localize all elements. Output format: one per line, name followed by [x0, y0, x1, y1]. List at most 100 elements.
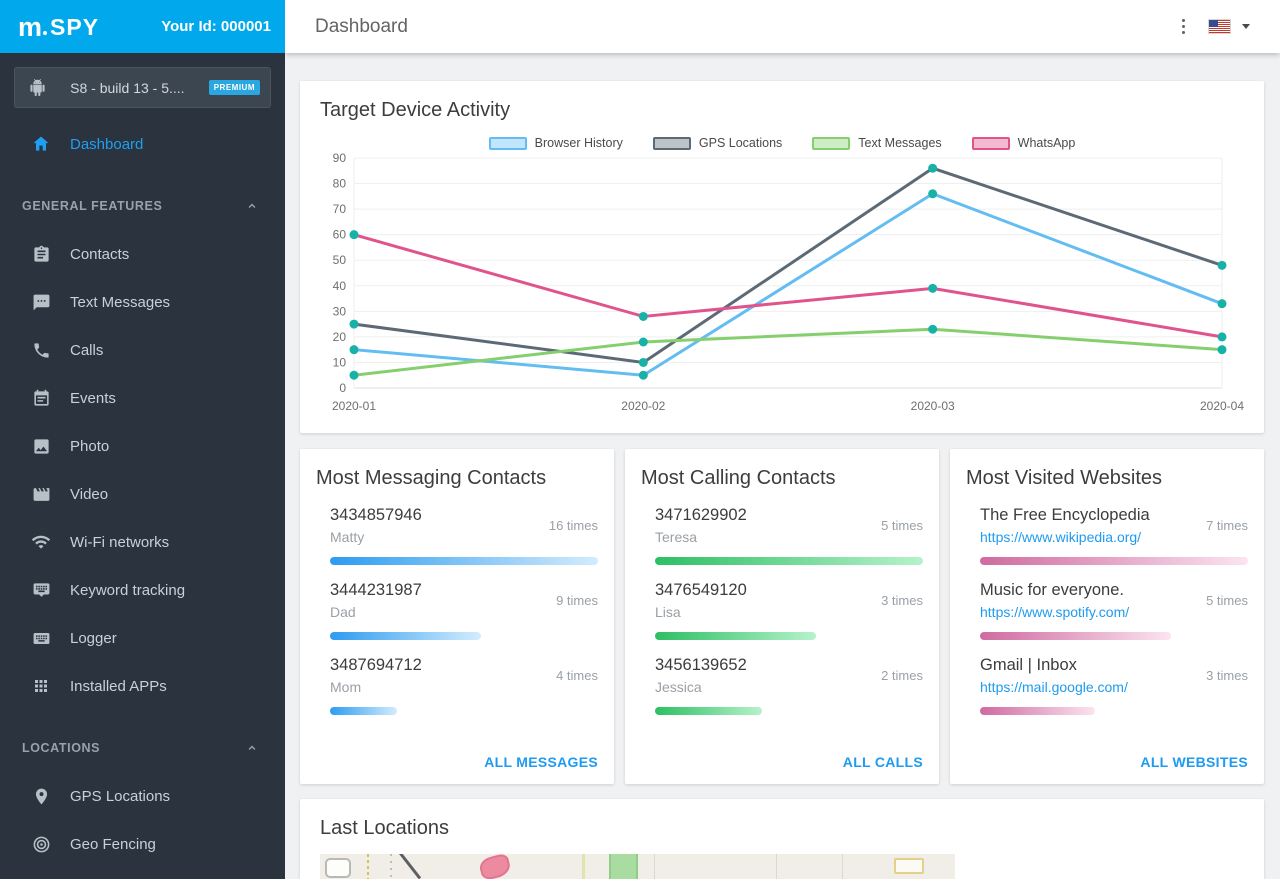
legend-label: Browser History	[534, 136, 623, 150]
device-selector[interactable]: S8 - build 13 - 5.... PREMIUM	[14, 67, 271, 108]
sidebar-item-contacts[interactable]: Contacts	[0, 230, 285, 278]
sidebar-item-dashboard[interactable]: Dashboard	[0, 120, 285, 168]
usage-bar	[980, 557, 1248, 565]
map-road-line	[776, 854, 777, 879]
map-road-line	[397, 854, 422, 879]
times-label: 5 times	[881, 518, 923, 533]
card-title: Most Calling Contacts	[641, 467, 836, 489]
last-locations-title: Last Locations	[320, 817, 449, 839]
card-title: Most Visited Websites	[966, 467, 1163, 489]
legend-swatch	[488, 136, 527, 150]
usage-bar	[980, 707, 1095, 715]
usage-bar	[330, 557, 598, 565]
contact-number: 3434857946	[330, 506, 422, 524]
contact-row: 3444231987 Dad 9 times	[330, 581, 598, 640]
times-label: 7 times	[1206, 518, 1248, 533]
movie-icon	[30, 485, 52, 504]
sidebar-item-gps-locations[interactable]: GPS Locations	[0, 772, 285, 820]
us-flag-icon	[1208, 19, 1231, 34]
keyboard-hide-icon	[30, 581, 52, 600]
chevron-up-icon	[248, 203, 256, 208]
legend-item[interactable]: GPS Locations	[652, 136, 783, 150]
wifi-icon	[30, 532, 52, 552]
usage-bar	[980, 632, 1172, 640]
sidebar-item-geo-fencing[interactable]: Geo Fencing	[0, 820, 285, 868]
map-road-line	[582, 854, 585, 879]
locations-map[interactable]	[320, 854, 955, 879]
svg-text:20: 20	[333, 330, 347, 344]
times-label: 3 times	[1206, 668, 1248, 683]
legend-item[interactable]: Text Messages	[812, 136, 942, 150]
usage-bar	[655, 707, 763, 715]
most-visited-websites-card: Most Visited Websites The Free Encyclope…	[950, 449, 1264, 784]
contact-number: 3456139652	[655, 656, 747, 674]
most-messaging-contacts-card: Most Messaging Contacts 3434857946 Matty…	[300, 449, 614, 784]
geofence-target-icon	[30, 835, 52, 854]
sidebar-item-photo[interactable]: Photo	[0, 422, 285, 470]
brand-bar: m SPY Your Id: 000001	[0, 0, 285, 53]
sidebar: S8 - build 13 - 5.... PREMIUM Dashboard …	[0, 53, 285, 879]
times-label: 5 times	[1206, 593, 1248, 608]
contact-row: 3476549120 Lisa 3 times	[655, 581, 923, 640]
map-poi-shape	[477, 854, 513, 879]
all-websites-link[interactable]: ALL WEBSITES	[1140, 754, 1248, 770]
section-locations[interactable]: LOCATIONS	[0, 724, 285, 772]
sidebar-item-video[interactable]: Video	[0, 470, 285, 518]
usage-bar	[655, 632, 816, 640]
legend-item[interactable]: Browser History	[488, 136, 623, 150]
usage-bar	[330, 707, 397, 715]
contact-name: Mom	[330, 679, 362, 695]
map-building-shape	[325, 858, 351, 878]
kebab-menu-icon[interactable]	[1176, 15, 1192, 39]
home-icon	[30, 134, 52, 154]
website-title: The Free Encyclopedia	[980, 506, 1150, 524]
map-road-line	[842, 854, 843, 879]
times-label: 3 times	[881, 593, 923, 608]
mspy-logo: m SPY	[18, 13, 99, 40]
language-dropdown[interactable]	[1208, 19, 1250, 34]
sidebar-item-events[interactable]: Events	[0, 374, 285, 422]
svg-text:2020-03: 2020-03	[911, 399, 955, 413]
page-title: Dashboard	[315, 15, 408, 37]
legend-swatch	[652, 136, 691, 150]
section-general-features[interactable]: GENERAL FEATURES	[0, 182, 285, 230]
topbar: Dashboard	[285, 0, 1280, 53]
chat-bubble-icon	[30, 293, 52, 312]
sidebar-item-wifi-networks[interactable]: Wi-Fi networks	[0, 518, 285, 566]
all-messages-link[interactable]: ALL MESSAGES	[484, 754, 598, 770]
legend-item[interactable]: WhatsApp	[971, 136, 1075, 150]
apps-grid-icon	[30, 677, 52, 695]
svg-text:2020-01: 2020-01	[332, 399, 376, 413]
chart-title: Target Device Activity	[320, 99, 511, 121]
times-label: 2 times	[881, 668, 923, 683]
legend-swatch	[971, 136, 1010, 150]
svg-text:60: 60	[333, 228, 347, 242]
image-icon	[30, 437, 52, 456]
website-row: The Free Encyclopedia https://www.wikipe…	[980, 506, 1248, 565]
contact-number: 3444231987	[330, 581, 422, 599]
contact-number: 3476549120	[655, 581, 747, 599]
legend-label: GPS Locations	[698, 136, 783, 150]
sidebar-item-calls[interactable]: Calls	[0, 326, 285, 374]
sidebar-item-logger[interactable]: Logger	[0, 614, 285, 662]
logo-dot-icon	[43, 30, 48, 35]
sidebar-item-text-messages[interactable]: Text Messages	[0, 278, 285, 326]
sidebar-item-keyword-tracking[interactable]: Keyword tracking	[0, 566, 285, 614]
website-title: Music for everyone.	[980, 581, 1124, 599]
contact-row: 3471629902 Teresa 5 times	[655, 506, 923, 565]
map-building-shape	[894, 858, 924, 874]
website-url-link[interactable]: https://www.wikipedia.org/	[980, 529, 1142, 545]
sidebar-item-installed-apps[interactable]: Installed APPs	[0, 662, 285, 710]
device-label: S8 - build 13 - 5....	[70, 79, 185, 96]
contact-number: 3471629902	[655, 506, 747, 524]
website-url-link[interactable]: https://mail.google.com/	[980, 679, 1128, 695]
all-calls-link[interactable]: ALL CALLS	[842, 754, 923, 770]
contact-row: 3456139652 Jessica 2 times	[655, 656, 923, 715]
website-url-link[interactable]: https://www.spotify.com/	[980, 604, 1130, 620]
svg-text:70: 70	[333, 202, 347, 216]
map-road-dotted	[390, 854, 392, 879]
contact-name: Jessica	[655, 679, 702, 695]
chevron-down-icon	[1242, 24, 1250, 29]
keyboard-icon	[30, 629, 52, 648]
